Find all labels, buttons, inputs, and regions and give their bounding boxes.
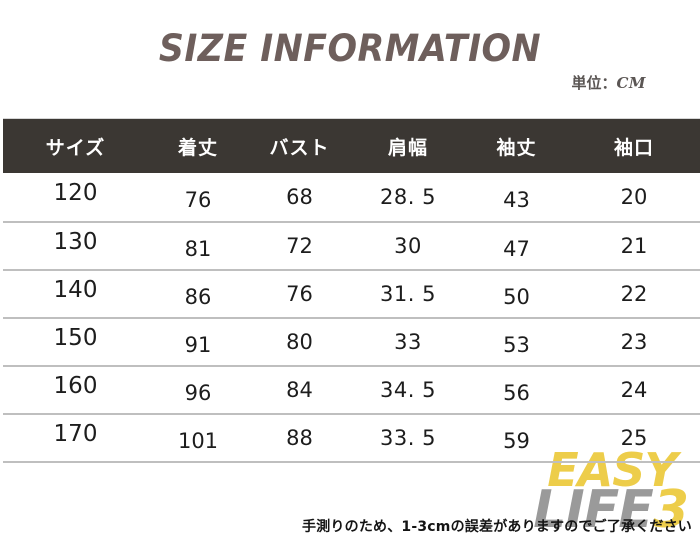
column-header-sleeve: 袖丈 <box>496 136 537 159</box>
cell-sleeve: 50 <box>503 285 530 309</box>
column-header-cuff: 袖口 <box>613 136 654 159</box>
cell-sleeve: 53 <box>503 333 530 357</box>
cell-length: 76 <box>184 188 212 212</box>
cell-bust: 84 <box>286 378 313 402</box>
unit-value-text: CM <box>616 74 646 92</box>
cell-cuff: 21 <box>620 234 648 258</box>
unit-label-text: 単位： <box>571 74 617 92</box>
table-top-hairline <box>3 118 700 119</box>
cell-length: 101 <box>177 429 219 453</box>
cell-cuff: 22 <box>620 282 648 306</box>
cell-shoulder: 31. 5 <box>380 282 436 306</box>
table-row: 150 91 80 33 53 23 <box>3 317 700 365</box>
cell-shoulder: 34. 5 <box>380 378 436 402</box>
column-header-shoulder: 肩幅 <box>387 136 428 159</box>
table-row: 130 81 72 30 47 21 <box>3 221 700 269</box>
cell-shoulder: 33. 5 <box>380 426 436 450</box>
cell-bust: 80 <box>286 330 313 354</box>
table-bottom-rule <box>3 461 700 463</box>
cell-cuff: 25 <box>620 426 648 450</box>
cell-shoulder: 28. 5 <box>380 185 436 209</box>
table-row: 160 96 84 34. 5 56 24 <box>3 365 700 413</box>
measurement-disclaimer: 手測りのため、1-3cmの誤差がありますのでご了承ください <box>302 519 692 535</box>
cell-bust: 88 <box>286 426 313 450</box>
cell-cuff: 20 <box>620 185 648 209</box>
column-header-bust: バスト <box>269 136 330 159</box>
cell-length: 81 <box>184 237 212 261</box>
cell-length: 86 <box>184 285 212 309</box>
cell-size: 120 <box>53 180 98 206</box>
cell-bust: 76 <box>286 282 313 306</box>
column-header-length: 着丈 <box>177 136 218 159</box>
cell-bust: 68 <box>286 185 313 209</box>
cell-size: 150 <box>53 325 98 351</box>
cell-size: 160 <box>53 373 98 399</box>
cell-sleeve: 59 <box>503 429 530 453</box>
cell-size: 130 <box>53 229 98 255</box>
table-header-row: サイズ 着丈 バスト 肩幅 袖丈 袖口 <box>3 119 700 173</box>
page-title: SIZE INFORMATION <box>158 27 542 70</box>
cell-shoulder: 30 <box>394 234 422 258</box>
cell-sleeve: 56 <box>503 381 530 405</box>
cell-sleeve: 47 <box>503 237 530 261</box>
cell-size: 170 <box>53 421 98 447</box>
column-header-size: サイズ <box>45 136 106 159</box>
size-table: サイズ 着丈 バスト 肩幅 袖丈 袖口 120 76 68 28. 5 43 2… <box>3 118 700 463</box>
table-row: 120 76 68 28. 5 43 20 <box>3 173 700 221</box>
cell-cuff: 23 <box>620 330 648 354</box>
cell-size: 140 <box>53 277 98 303</box>
cell-length: 96 <box>184 381 212 405</box>
cell-cuff: 24 <box>620 378 648 402</box>
cell-shoulder: 33 <box>394 330 422 354</box>
table-row: 170 101 88 33. 5 59 25 <box>3 413 700 461</box>
table-row: 140 86 76 31. 5 50 22 <box>3 269 700 317</box>
cell-bust: 72 <box>286 234 313 258</box>
cell-sleeve: 43 <box>503 188 530 212</box>
cell-length: 91 <box>184 333 212 357</box>
unit-label: 単位：CM <box>571 72 646 93</box>
